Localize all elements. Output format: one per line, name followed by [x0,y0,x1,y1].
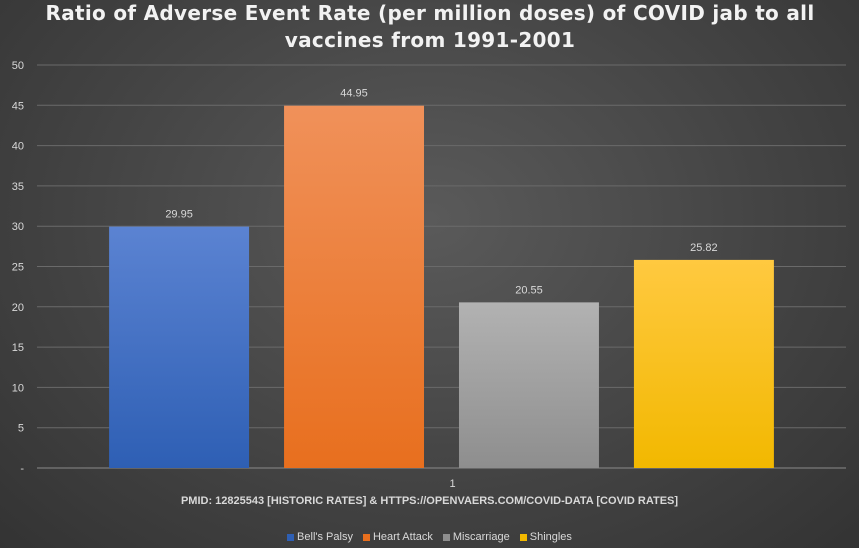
bar-shingles [633,259,774,468]
bar-heart-attack [284,105,425,468]
data-label-shingles: 25.82 [690,242,718,254]
legend-label: Shingles [529,531,572,543]
y-tick-label: 10 [12,382,24,394]
y-tick-label: 30 [12,221,24,233]
y-tick-label: 25 [12,262,24,274]
legend-swatch [519,533,527,541]
data-label-heart-attack: 44.95 [340,88,368,100]
legend-item-bell-s-palsy: Bell's Palsy [287,531,353,543]
bar-bell-s-palsy [109,226,250,468]
y-tick-label: - [20,463,24,475]
legend: Bell's Palsy Heart Attack Miscarriage Shing… [0,531,859,543]
y-tick-label: 15 [12,342,24,354]
y-tick-label: 5 [18,423,24,435]
legend-item-shingles: Shingles [519,531,572,543]
legend-swatch [362,533,370,541]
y-tick-label: 20 [12,302,24,314]
data-label-miscarriage: 20.55 [515,284,543,296]
x-tick-label: 1 [449,478,455,490]
legend-label: Heart Attack [372,531,433,543]
y-tick-label: 40 [12,141,24,153]
legend-item-heart-attack: Heart Attack [362,531,433,543]
legend-swatch [287,533,295,541]
legend-label: Miscarriage [452,531,510,543]
legend-swatch [442,533,450,541]
chart-title: Ratio of Adverse Event Rate (per million… [45,1,815,52]
y-tick-label: 45 [12,100,24,112]
legend-item-miscarriage: Miscarriage [442,531,510,543]
y-tick-label: 50 [12,60,24,72]
y-tick-label: 35 [12,181,24,193]
data-label-bell-s-palsy: 29.95 [165,209,193,221]
legend-label: Bell's Palsy [297,531,353,543]
x-axis-title: PMID: 12825543 [HISTORIC RATES] & HTTPS:… [180,495,679,507]
bar-miscarriage [458,302,599,468]
